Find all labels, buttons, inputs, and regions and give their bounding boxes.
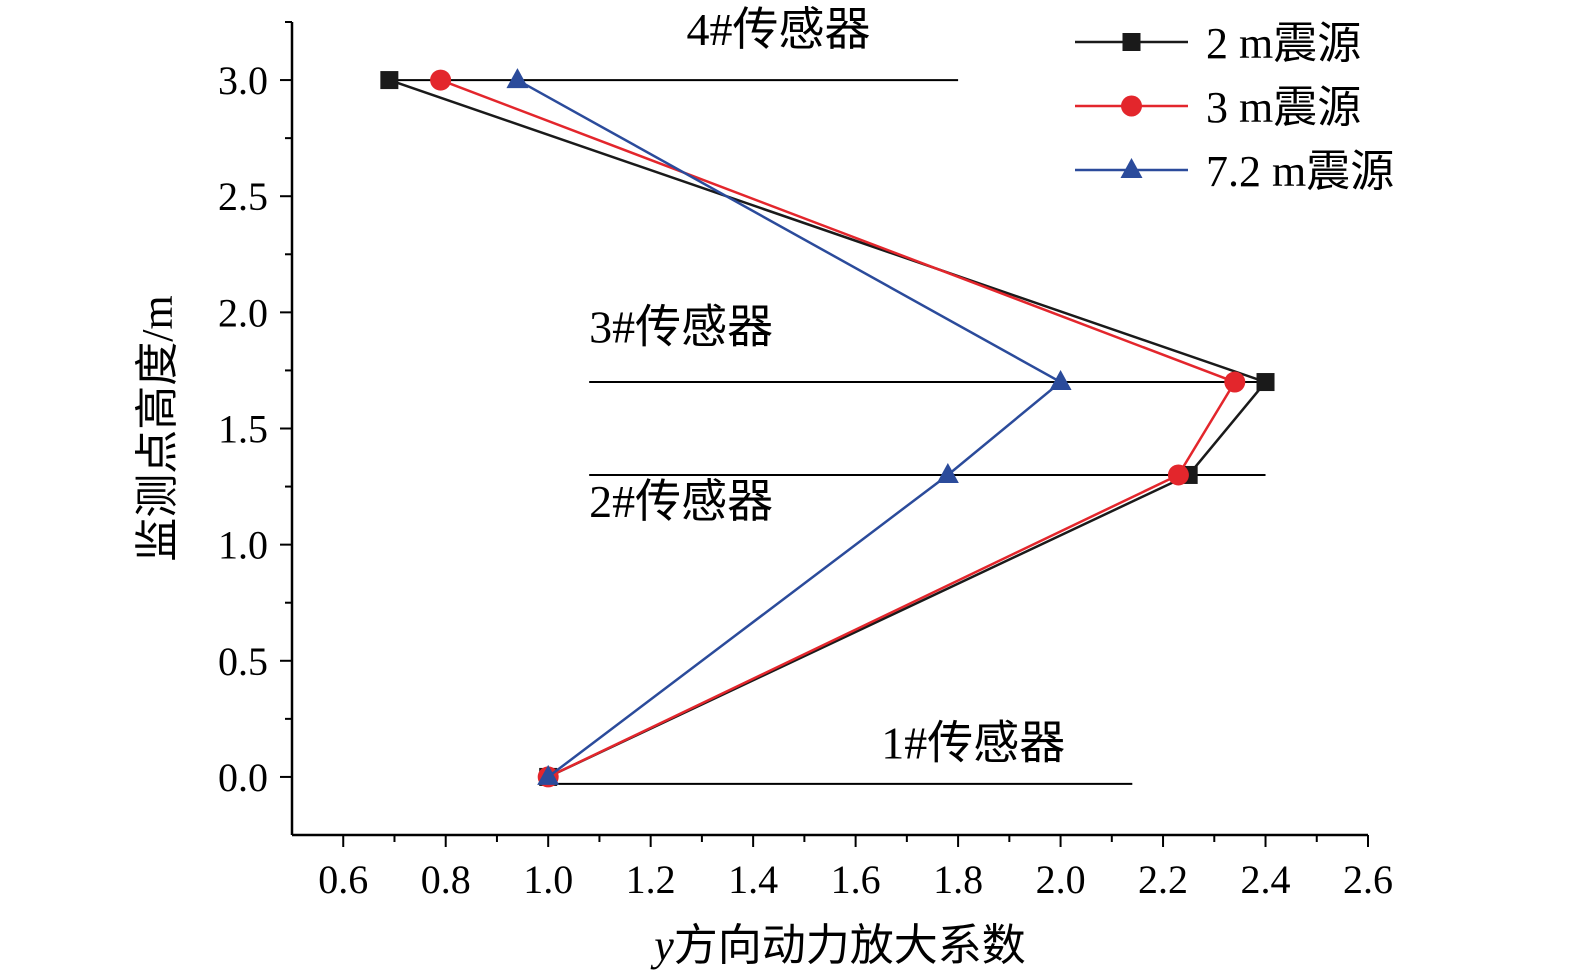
x-tick-label: 2.4 [1241, 857, 1291, 902]
y-tick-label: 2.0 [218, 290, 268, 335]
x-axis-title: y方向动力放大系数 [650, 921, 1026, 970]
x-tick-label: 1.2 [626, 857, 676, 902]
legend-label: 7.2 m震源 [1206, 147, 1394, 196]
data-point-triangle [1120, 158, 1143, 178]
data-point-square [1256, 373, 1275, 392]
x-tick-label: 2.0 [1036, 857, 1086, 902]
annotation-layer: 1#传感器 2#传感器 3#传感器 4#传感器 [389, 4, 1266, 785]
y-tick-label: 1.0 [218, 523, 268, 568]
y-axis-title: 监测点高度/m [133, 295, 182, 561]
series-line [516, 78, 1063, 778]
legend-label: 2 m震源 [1206, 19, 1361, 68]
sensor-label: 1#传感器 [881, 717, 1065, 768]
y-tick-label: 3.0 [218, 58, 268, 103]
y-tick-label: 1.5 [218, 407, 268, 452]
data-point-circle [1224, 371, 1246, 393]
legend-item: 7.2 m震源 [1075, 147, 1394, 196]
x-axis-title-rest: 方向动力放大系数 [674, 921, 1026, 970]
x-tick-label: 0.8 [421, 857, 471, 902]
data-point-triangle [1049, 370, 1072, 391]
data-point-triangle [936, 462, 959, 483]
series-line [440, 78, 1237, 779]
x-tick-label: 1.4 [728, 857, 778, 902]
series-1 [380, 71, 1275, 786]
legend-item: 2 m震源 [1075, 19, 1361, 68]
data-point-triangle [506, 68, 529, 89]
data-point-circle [1121, 95, 1142, 117]
x-tick-label: 1.8 [933, 857, 983, 902]
sensor-label: 3#传感器 [589, 302, 773, 353]
x-axis-title-italic: y [650, 921, 674, 970]
series-line [388, 78, 1268, 779]
x-tick-label: 1.6 [831, 857, 881, 902]
y-tick-label: 0.0 [218, 755, 268, 800]
data-point-circle [430, 69, 452, 91]
x-tick-label: 0.6 [318, 857, 368, 902]
sensor-label: 4#传感器 [687, 4, 871, 55]
data-point-square [380, 71, 399, 90]
legend-label: 3 m震源 [1206, 83, 1361, 132]
series-3 [506, 68, 1072, 785]
sensor-label: 2#传感器 [589, 476, 773, 527]
y-tick-label: 2.5 [218, 174, 268, 219]
axes: 0.6 0.8 1.0 1.2 1.4 1.6 1.8 2.0 2.2 2.4 2.6 0.0 0.5 1… [218, 21, 1393, 902]
legend: 2 m震源 3 m震源 7.2 m震源 [1075, 19, 1394, 196]
y-tick-label: 0.5 [218, 639, 268, 684]
data-point-circle [1167, 464, 1189, 486]
x-tick-label: 2.6 [1343, 857, 1393, 902]
data-point-triangle [537, 764, 560, 785]
series-layer [380, 68, 1275, 788]
data-point-square [1122, 33, 1141, 51]
x-tick-label: 2.2 [1138, 857, 1188, 902]
x-tick-label: 1.0 [523, 857, 573, 902]
legend-item: 3 m震源 [1075, 83, 1361, 132]
